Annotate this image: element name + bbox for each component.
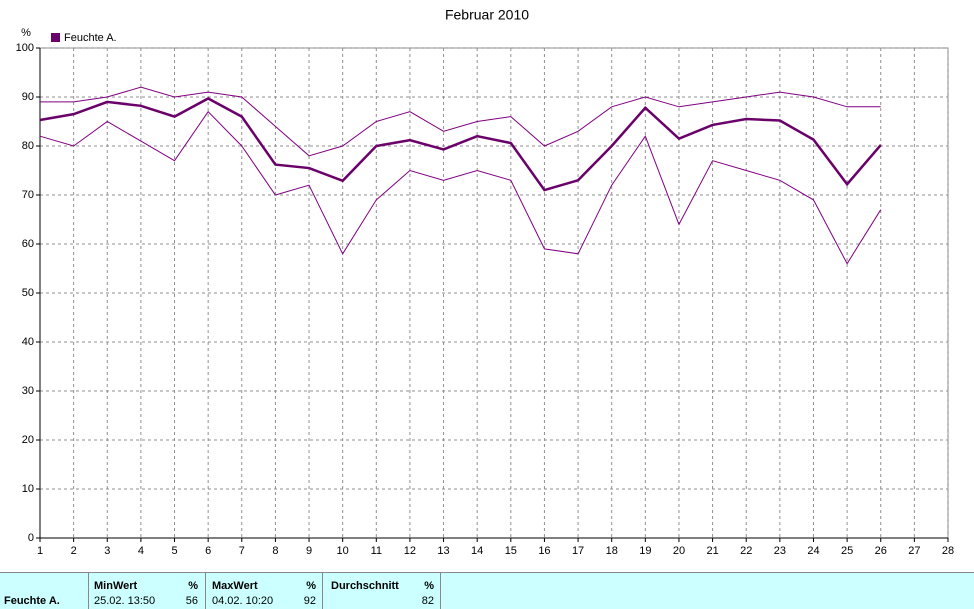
x-tick-label: 23	[774, 545, 786, 557]
x-tick-label: 8	[272, 545, 278, 557]
legend-swatch	[51, 33, 60, 42]
x-tick-label: 11	[371, 545, 382, 557]
x-tick-label: 9	[306, 545, 312, 557]
x-tick-label: 1	[37, 545, 43, 557]
y-tick-label: 0	[28, 532, 34, 544]
column-separator	[322, 573, 323, 609]
x-tick-label: 6	[205, 545, 211, 557]
y-tick-label: 70	[22, 189, 34, 201]
x-tick-label: 26	[875, 545, 887, 557]
x-tick-label: 13	[437, 545, 449, 557]
x-tick-label: 27	[908, 545, 920, 557]
column-separator	[88, 573, 89, 609]
table-cell: %	[188, 580, 198, 592]
series-line	[39, 97, 882, 192]
series-line	[40, 86, 881, 157]
y-tick-label: 60	[22, 238, 34, 250]
y-tick-label: 80	[22, 140, 34, 152]
x-tick-label: 2	[71, 545, 77, 557]
x-tick-label: 24	[807, 545, 819, 557]
x-tick-label: 22	[740, 545, 752, 557]
table-cell: 56	[185, 595, 198, 607]
x-tick-label: 4	[138, 545, 144, 557]
x-tick-label: 28	[942, 545, 954, 557]
table-cell: Feuchte A.	[4, 595, 60, 607]
x-tick-label: 17	[572, 545, 584, 557]
summary-table: MinWert% MaxWert% Durchschnitt% Feuchte A. 2…	[0, 572, 974, 609]
x-tick-label: 3	[104, 545, 110, 557]
column-separator	[440, 573, 441, 609]
y-tick-label: 90	[22, 91, 34, 103]
table-cell: MaxWert	[212, 580, 258, 592]
x-tick-label: 25	[841, 545, 853, 557]
table-cell: %	[306, 580, 316, 592]
table-cell: 25.02. 13:50	[94, 595, 156, 607]
table-cell: 92	[303, 595, 316, 607]
table-cell: MinWert	[94, 580, 138, 592]
column-separator	[205, 573, 206, 609]
y-tick-label: 50	[22, 287, 34, 299]
x-tick-label: 20	[673, 545, 685, 557]
chart-title: Februar 2010	[445, 7, 529, 23]
x-tick-label: 16	[538, 545, 550, 557]
y-tick-label: 20	[22, 434, 34, 446]
table-cell: Durchschnitt	[331, 580, 399, 592]
y-tick-label: 100	[16, 42, 34, 54]
y-tick-label: 30	[22, 385, 34, 397]
y-tick-label: 10	[22, 483, 34, 495]
x-tick-label: 5	[171, 545, 177, 557]
x-tick-label: 10	[337, 545, 349, 557]
x-tick-label: 15	[505, 545, 517, 557]
plot-area	[39, 47, 949, 539]
x-tick-label: 18	[606, 545, 618, 557]
y-unit: %	[21, 27, 31, 39]
x-tick-label: 19	[639, 545, 651, 557]
table-cell: 82	[421, 595, 434, 607]
x-tick-label: 14	[471, 545, 483, 557]
table-cell: %	[424, 580, 434, 592]
y-tick-label: 40	[22, 336, 34, 348]
table-cell: 04.02. 10:20	[212, 595, 274, 607]
series-line	[39, 110, 882, 265]
x-tick-label: 12	[404, 545, 416, 557]
x-tick-label: 21	[706, 545, 718, 557]
x-tick-label: 7	[239, 545, 245, 557]
legend-label: Feuchte A.	[64, 32, 117, 44]
